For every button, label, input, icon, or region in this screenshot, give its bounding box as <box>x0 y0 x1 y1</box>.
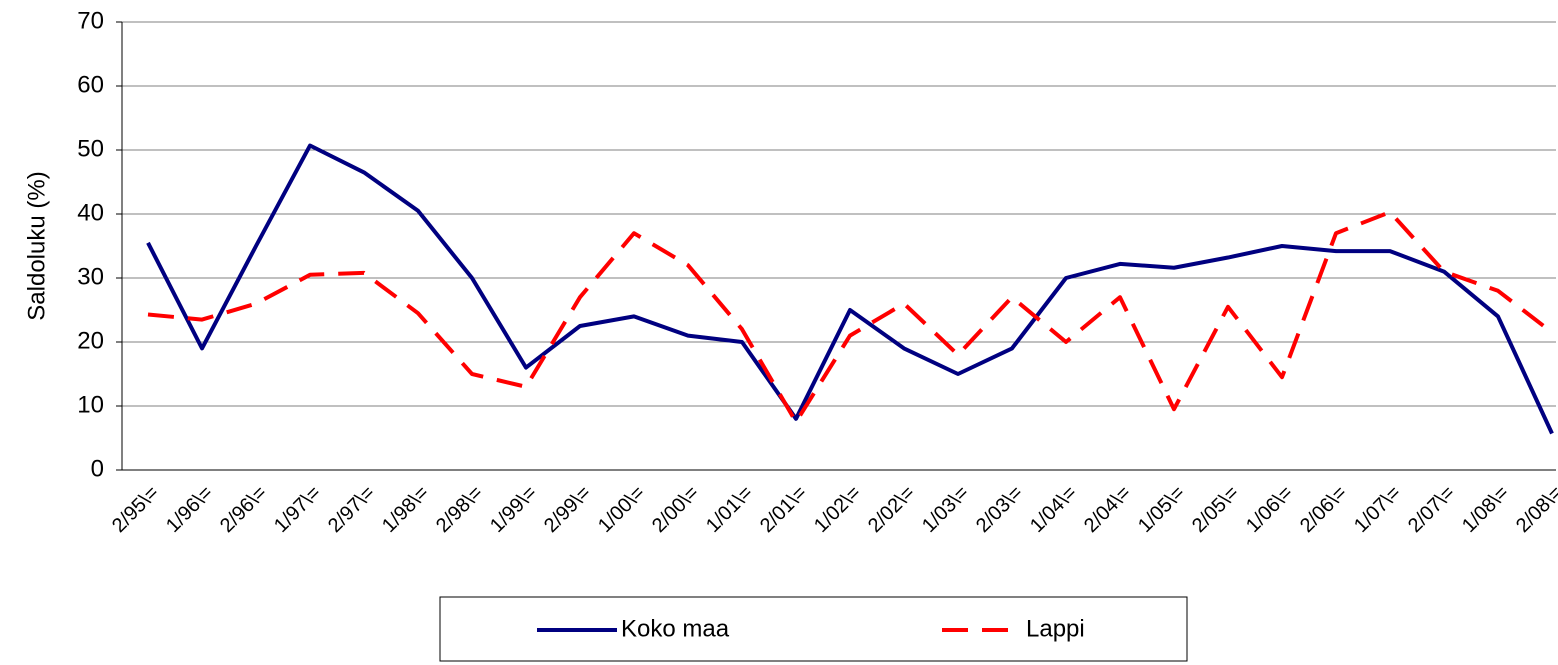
y-tick-label: 50 <box>77 135 104 162</box>
y-tick-label: 0 <box>91 455 104 482</box>
x-tick-label: 1/05\= <box>1134 482 1189 537</box>
x-tick-label: 1/97\= <box>270 482 325 537</box>
x-tick-label: 2/98\= <box>432 482 487 537</box>
legend-label: Lappi <box>1026 615 1085 642</box>
x-tick-label: 1/08\= <box>1458 482 1513 537</box>
x-tick-label: 1/00\= <box>594 482 649 537</box>
x-tick-label: 2/01\= <box>756 482 811 537</box>
x-tick-label: 2/04\= <box>1080 482 1135 537</box>
x-tick-label: 2/06\= <box>1296 482 1351 537</box>
x-tick-label: 1/99\= <box>486 482 541 537</box>
x-tick-label: 2/97\= <box>324 482 379 537</box>
y-tick-label: 60 <box>77 71 104 98</box>
x-tick-label: 2/08\= <box>1512 482 1558 537</box>
x-tick-label: 1/04\= <box>1026 482 1081 537</box>
x-tick-label: 2/96\= <box>216 482 271 537</box>
x-tick-label: 1/07\= <box>1350 482 1405 537</box>
x-tick-label: 2/95\= <box>108 482 163 537</box>
x-tick-label: 1/06\= <box>1242 482 1297 537</box>
y-axis-label: Saldoluku (%) <box>23 171 50 320</box>
legend-label: Koko maa <box>621 615 730 642</box>
x-tick-label: 2/03\= <box>972 482 1027 537</box>
x-tick-label: 2/02\= <box>864 482 919 537</box>
x-tick-label: 1/96\= <box>162 482 217 537</box>
series-line <box>147 210 1554 424</box>
y-tick-label: 40 <box>77 199 104 226</box>
x-tick-label: 2/99\= <box>540 482 595 537</box>
x-tick-label: 1/98\= <box>378 482 433 537</box>
y-tick-label: 70 <box>77 7 104 34</box>
x-tick-label: 1/03\= <box>918 482 973 537</box>
y-tick-label: 30 <box>77 263 104 290</box>
x-tick-label: 2/00\= <box>648 482 703 537</box>
series-line <box>146 143 1554 435</box>
x-tick-label: 1/01\= <box>702 482 757 537</box>
y-tick-label: 20 <box>77 327 104 354</box>
x-tick-label: 2/05\= <box>1188 482 1243 537</box>
x-tick-label: 1/02\= <box>810 482 865 537</box>
x-tick-label: 2/07\= <box>1404 482 1459 537</box>
y-tick-label: 10 <box>77 391 104 418</box>
